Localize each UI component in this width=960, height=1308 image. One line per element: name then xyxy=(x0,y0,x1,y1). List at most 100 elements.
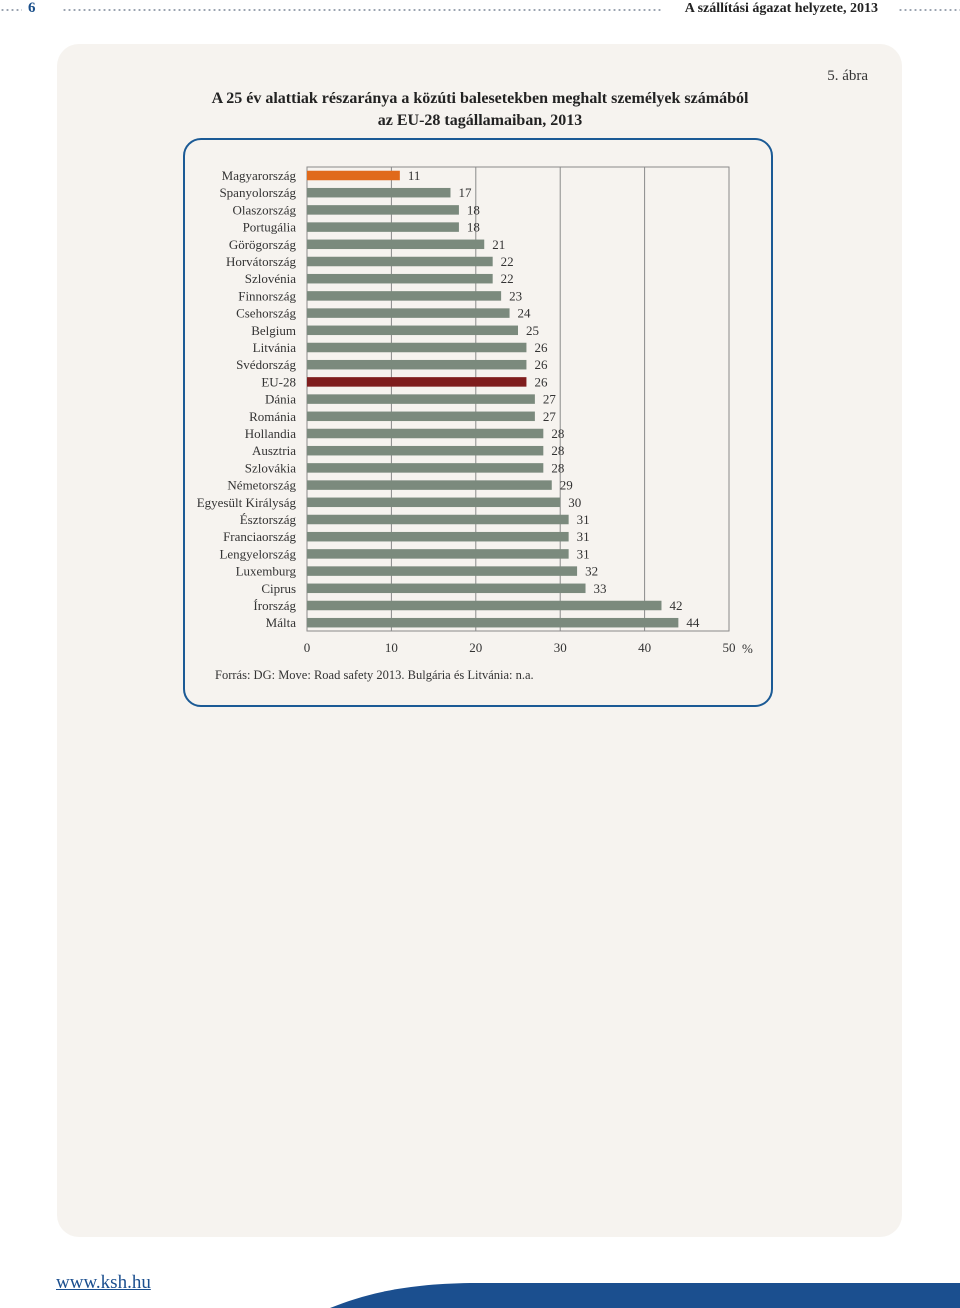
data-label: 28 xyxy=(551,443,564,458)
bar xyxy=(307,377,527,387)
source-note: Forrás: DG: Move: Road safety 2013. Bulg… xyxy=(215,668,534,682)
header-dots-middle xyxy=(62,9,662,11)
bar xyxy=(307,411,535,422)
data-label: 24 xyxy=(518,306,532,321)
footer-link[interactable]: www.ksh.hu xyxy=(56,1272,151,1293)
bar xyxy=(307,256,493,267)
category-label: Franciaország xyxy=(223,529,296,544)
bar-chart: 0 10 20 30 40 50 % Magyarország 11 Spanyolország 1… xyxy=(197,166,753,656)
category-label: Írország xyxy=(253,598,296,613)
data-label: 28 xyxy=(551,426,564,441)
data-label: 31 xyxy=(577,529,590,544)
data-label: 31 xyxy=(577,546,590,561)
data-label: 27 xyxy=(543,392,557,407)
category-label: Németország xyxy=(227,478,296,493)
bar xyxy=(307,497,561,508)
category-label: Románia xyxy=(249,409,296,424)
bar xyxy=(307,222,459,232)
x-tick-label: 50 xyxy=(723,640,736,655)
bar xyxy=(307,187,451,198)
bar xyxy=(307,445,544,456)
data-label: 26 xyxy=(534,357,548,372)
data-label: 42 xyxy=(669,598,682,613)
data-label: 30 xyxy=(568,495,581,510)
data-label: 27 xyxy=(543,409,557,424)
category-label: Magyarország xyxy=(222,168,297,183)
data-label: 44 xyxy=(686,615,700,630)
bar xyxy=(307,325,518,336)
running-header-title: A szállítási ágazat helyzete, 2013 xyxy=(684,1,878,16)
bar xyxy=(307,531,569,542)
data-label: 18 xyxy=(467,220,480,235)
bar xyxy=(307,205,459,215)
figure-title: A 25 év alattiak részaránya a közúti bal… xyxy=(160,88,800,132)
category-label: Portugália xyxy=(243,220,297,235)
bar xyxy=(307,514,569,525)
data-label: 29 xyxy=(560,478,573,493)
category-label: Spanyolország xyxy=(219,185,296,200)
category-label: EU-28 xyxy=(261,374,296,389)
header-dots-right xyxy=(898,9,960,11)
category-label: Litvánia xyxy=(253,340,297,355)
category-label: Szlovénia xyxy=(245,271,296,286)
category-label: Csehország xyxy=(236,306,296,321)
x-tick-label: 10 xyxy=(385,640,398,655)
data-label: 26 xyxy=(534,374,548,389)
x-tick-label: 0 xyxy=(304,640,311,655)
category-label: Lengyelország xyxy=(219,546,296,561)
data-label: 18 xyxy=(467,202,480,217)
category-label: Horvátország xyxy=(226,254,297,269)
category-label: Olaszország xyxy=(232,202,296,217)
data-label: 33 xyxy=(594,581,607,596)
data-label: 23 xyxy=(509,288,522,303)
bar xyxy=(307,600,662,611)
footer-blue-band xyxy=(330,1283,960,1308)
data-label: 11 xyxy=(408,168,421,183)
bar xyxy=(307,617,679,628)
bar xyxy=(307,273,493,284)
bar xyxy=(307,428,544,439)
bar xyxy=(307,463,544,473)
x-axis-unit: % xyxy=(742,641,753,656)
page-number: 6 xyxy=(28,0,36,16)
figure-number: 5. ábra xyxy=(827,68,868,84)
bar xyxy=(307,566,578,576)
data-label: 31 xyxy=(577,512,590,527)
category-label: Svédország xyxy=(236,357,296,372)
data-label: 26 xyxy=(534,340,548,355)
chart-frame xyxy=(183,138,773,707)
category-label: Finnország xyxy=(238,288,296,303)
figure-title-line-1: A 25 év alattiak részaránya a közúti bal… xyxy=(211,90,749,107)
bar xyxy=(307,239,485,250)
category-label: Hollandia xyxy=(245,426,296,441)
category-label: Málta xyxy=(266,615,297,630)
bar xyxy=(307,394,535,404)
category-label: Ciprus xyxy=(261,581,296,596)
category-label: Szlovákia xyxy=(245,460,296,475)
figure-title-line-2: az EU-28 tagállamaiban, 2013 xyxy=(377,112,583,129)
bar xyxy=(307,170,400,181)
category-label: Egyesült Királyság xyxy=(197,495,297,510)
bar xyxy=(307,480,552,490)
bar xyxy=(307,291,502,301)
bar xyxy=(307,583,586,594)
category-label: Észtország xyxy=(240,512,297,527)
bar xyxy=(307,359,527,370)
data-label: 32 xyxy=(585,564,598,579)
x-tick-label: 40 xyxy=(638,640,651,655)
bar xyxy=(307,549,569,559)
category-label: Dánia xyxy=(265,392,296,407)
x-tick-label: 20 xyxy=(469,640,482,655)
data-label: 28 xyxy=(551,460,564,475)
category-label: Görögország xyxy=(229,237,297,252)
data-label: 25 xyxy=(526,323,539,338)
x-tick-label: 30 xyxy=(554,640,567,655)
category-label: Belgium xyxy=(251,323,296,338)
category-label: Luxemburg xyxy=(236,564,297,579)
header-dots-left xyxy=(0,9,22,11)
category-label: Ausztria xyxy=(252,443,296,458)
bar xyxy=(307,342,527,353)
bar xyxy=(307,308,510,318)
data-label: 21 xyxy=(492,237,505,252)
data-label: 17 xyxy=(458,185,472,200)
